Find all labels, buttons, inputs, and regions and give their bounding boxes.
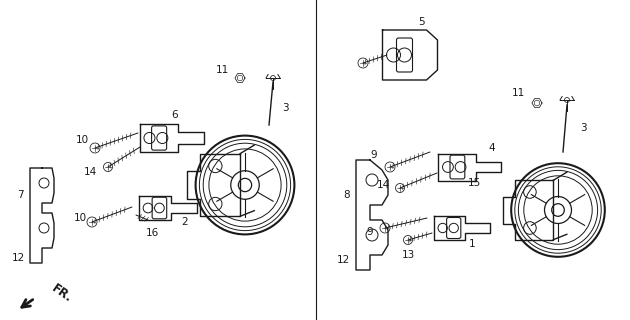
Text: 12: 12	[336, 255, 350, 265]
Text: 16: 16	[146, 228, 159, 238]
Text: 1: 1	[469, 239, 475, 249]
Text: 14: 14	[376, 180, 389, 190]
Text: 10: 10	[76, 135, 89, 145]
Text: 13: 13	[401, 250, 415, 260]
Text: 4: 4	[489, 143, 495, 153]
Text: 12: 12	[11, 253, 25, 263]
Text: 15: 15	[467, 178, 481, 188]
Text: 2: 2	[181, 217, 188, 227]
Text: FR.: FR.	[49, 281, 74, 305]
Text: 9: 9	[370, 150, 377, 160]
Text: 14: 14	[83, 167, 96, 177]
Text: 3: 3	[282, 103, 289, 113]
Text: 6: 6	[172, 110, 178, 120]
Text: 3: 3	[580, 123, 587, 133]
Text: 8: 8	[344, 190, 350, 200]
Text: 7: 7	[16, 190, 23, 200]
Text: 11: 11	[512, 88, 525, 98]
Text: 5: 5	[419, 17, 425, 27]
Text: 10: 10	[74, 213, 86, 223]
Text: 9: 9	[367, 227, 374, 237]
Text: 11: 11	[215, 65, 229, 75]
